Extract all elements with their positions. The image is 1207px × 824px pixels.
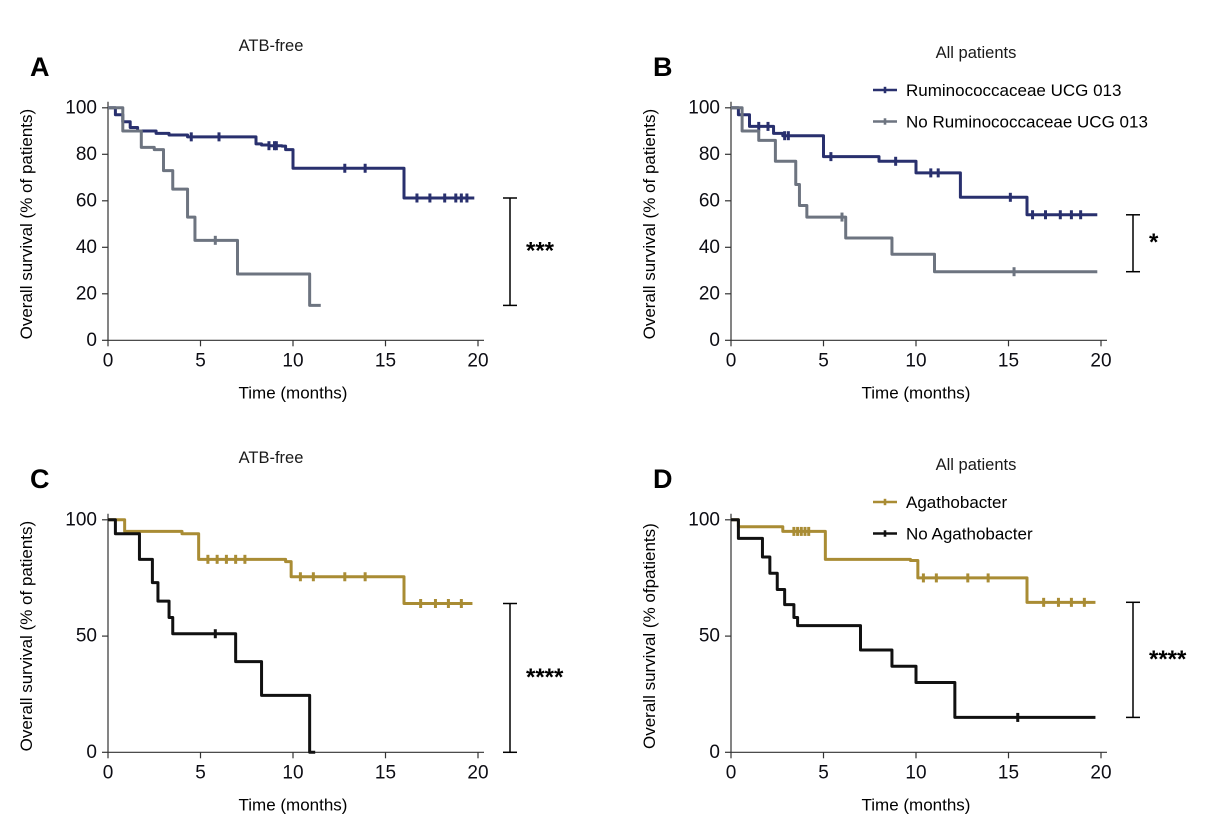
svg-text:100: 100 xyxy=(688,97,720,118)
svg-text:80: 80 xyxy=(76,144,97,165)
svg-text:15: 15 xyxy=(998,350,1019,371)
svg-text:D: D xyxy=(653,464,673,494)
svg-text:15: 15 xyxy=(998,762,1019,783)
svg-text:5: 5 xyxy=(818,762,829,783)
svg-text:0: 0 xyxy=(86,742,97,763)
svg-text:Agathobacter: Agathobacter xyxy=(906,493,1007,512)
svg-text:Overall survival (% of patient: Overall survival (% of patients) xyxy=(17,109,36,340)
svg-text:***: *** xyxy=(526,238,555,265)
svg-text:40: 40 xyxy=(699,237,720,258)
svg-text:Ruminococcaceae UCG 013: Ruminococcaceae UCG 013 xyxy=(906,81,1121,100)
svg-text:0: 0 xyxy=(726,350,737,371)
svg-text:Time (months): Time (months) xyxy=(862,383,971,402)
svg-text:0: 0 xyxy=(103,350,114,371)
svg-text:50: 50 xyxy=(699,626,720,647)
svg-text:5: 5 xyxy=(195,762,206,783)
svg-text:100: 100 xyxy=(688,509,720,530)
svg-text:50: 50 xyxy=(76,626,97,647)
svg-text:Time (months): Time (months) xyxy=(239,795,348,814)
svg-text:10: 10 xyxy=(905,762,926,783)
svg-text:No Ruminococcaceae UCG 013: No Ruminococcaceae UCG 013 xyxy=(906,113,1148,132)
svg-text:40: 40 xyxy=(76,237,97,258)
svg-text:100: 100 xyxy=(65,97,97,118)
svg-text:All patients: All patients xyxy=(936,44,1017,62)
svg-text:0: 0 xyxy=(726,762,737,783)
svg-text:60: 60 xyxy=(76,190,97,211)
svg-text:60: 60 xyxy=(699,190,720,211)
svg-text:20: 20 xyxy=(467,350,488,371)
svg-text:80: 80 xyxy=(699,144,720,165)
svg-text:****: **** xyxy=(1149,646,1187,673)
svg-text:10: 10 xyxy=(905,350,926,371)
svg-text:20: 20 xyxy=(699,283,720,304)
svg-text:Overall survival (% ofpatients: Overall survival (% ofpatients) xyxy=(640,523,659,749)
svg-text:15: 15 xyxy=(375,350,396,371)
svg-text:20: 20 xyxy=(1090,762,1111,783)
svg-text:20: 20 xyxy=(1090,350,1111,371)
svg-text:All patients: All patients xyxy=(936,456,1017,474)
svg-text:20: 20 xyxy=(467,762,488,783)
svg-text:Time (months): Time (months) xyxy=(239,383,348,402)
svg-text:No Agathobacter: No Agathobacter xyxy=(906,525,1033,544)
svg-text:0: 0 xyxy=(86,330,97,351)
svg-text:10: 10 xyxy=(282,350,303,371)
svg-text:Overall survival (% of patient: Overall survival (% of patients) xyxy=(640,109,659,340)
svg-text:100: 100 xyxy=(65,509,97,530)
svg-text:0: 0 xyxy=(709,330,720,351)
svg-text:A: A xyxy=(30,52,50,82)
svg-text:20: 20 xyxy=(76,283,97,304)
svg-text:****: **** xyxy=(526,664,564,691)
svg-text:0: 0 xyxy=(709,742,720,763)
svg-text:ATB-free: ATB-free xyxy=(239,37,304,55)
svg-text:5: 5 xyxy=(818,350,829,371)
svg-text:0: 0 xyxy=(103,762,114,783)
svg-text:B: B xyxy=(653,52,673,82)
svg-text:Time (months): Time (months) xyxy=(862,795,971,814)
svg-text:C: C xyxy=(30,464,50,494)
svg-text:*: * xyxy=(1149,229,1159,256)
svg-text:10: 10 xyxy=(282,762,303,783)
svg-text:Overall survival (% of patient: Overall survival (% of patients) xyxy=(17,521,36,752)
svg-text:15: 15 xyxy=(375,762,396,783)
svg-text:5: 5 xyxy=(195,350,206,371)
svg-text:ATB-free: ATB-free xyxy=(239,449,304,467)
